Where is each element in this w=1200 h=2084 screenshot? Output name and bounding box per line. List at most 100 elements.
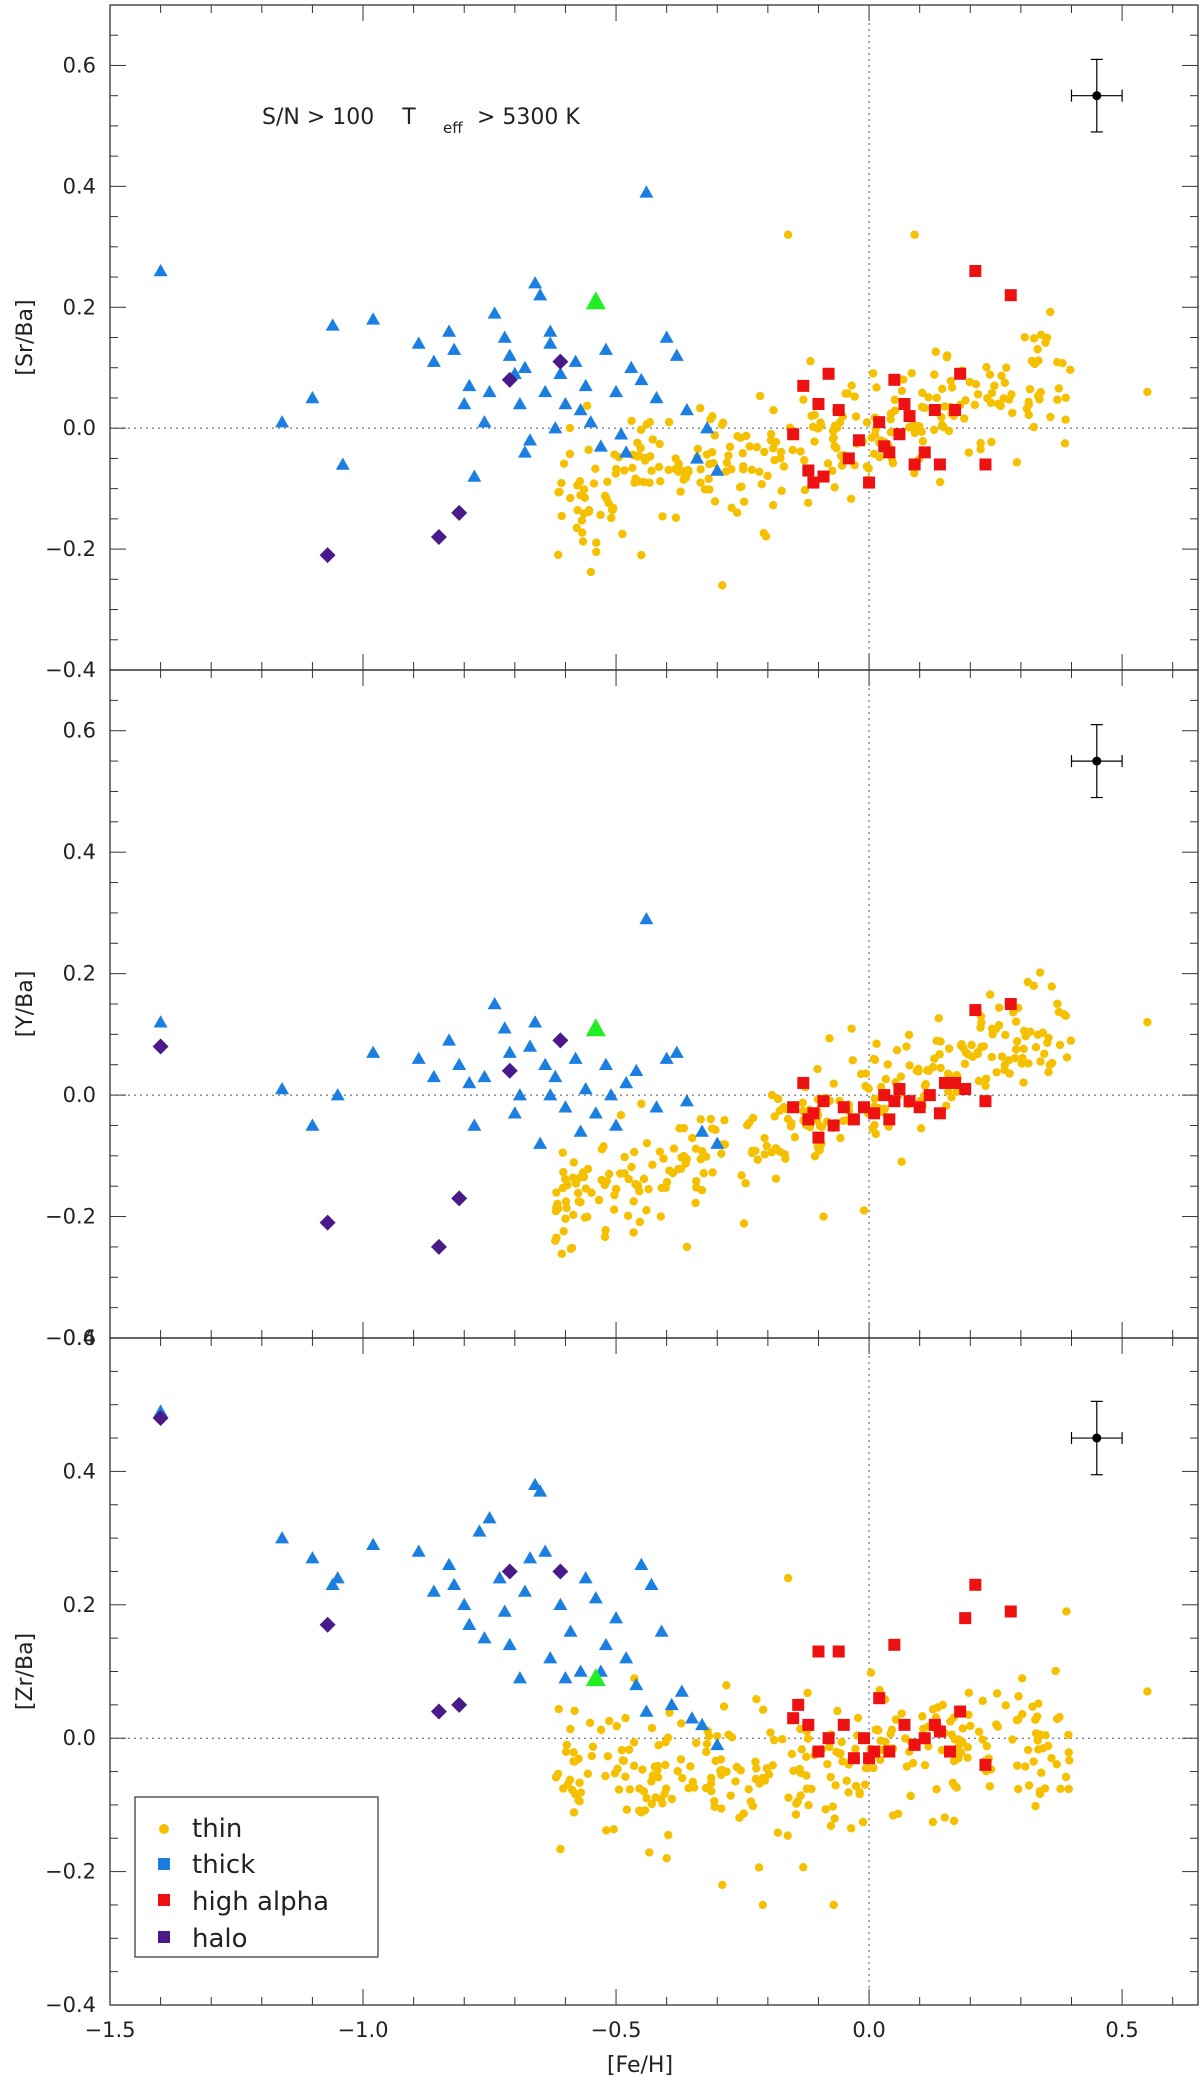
data-point: [784, 1793, 793, 1802]
data-point: [319, 1616, 336, 1633]
data-point: [502, 1637, 517, 1651]
data-point: [997, 1052, 1007, 1061]
data-point: [616, 1169, 625, 1178]
data-point: [836, 1133, 845, 1143]
data-point: [976, 438, 985, 448]
data-point: [928, 1705, 938, 1714]
data-point: [305, 1118, 320, 1131]
data-point: [1043, 1038, 1052, 1047]
data-point: [720, 1116, 729, 1125]
data-point: [319, 547, 336, 564]
data-point: [693, 444, 703, 454]
data-point: [629, 1063, 644, 1077]
data-point: [935, 477, 945, 487]
data-point: [462, 378, 477, 392]
data-point: [1062, 1607, 1071, 1616]
data-point: [700, 421, 715, 434]
data-point: [930, 370, 939, 379]
data-point: [642, 1138, 652, 1148]
data-point: [575, 1173, 585, 1182]
data-point: [1061, 1772, 1071, 1782]
data-point: [1055, 1712, 1064, 1722]
data-point: [558, 1100, 573, 1113]
data-point: [961, 396, 970, 405]
data-point: [786, 1122, 796, 1131]
data-point: [603, 1752, 613, 1761]
legend-marker-high-alpha: [158, 1894, 170, 1906]
data-point: [757, 479, 766, 489]
data-point: [744, 1785, 753, 1794]
data-point: [605, 1169, 614, 1179]
data-point: [553, 1597, 568, 1611]
data-point: [1002, 363, 1011, 372]
data-point: [1033, 345, 1042, 354]
error-bar-center: [1092, 91, 1102, 101]
data-point: [642, 1206, 651, 1215]
data-point: [776, 454, 785, 463]
data-point: [559, 459, 569, 468]
data-point: [873, 416, 886, 429]
data-point: [944, 1044, 954, 1053]
data-point: [902, 1762, 912, 1771]
data-point: [802, 1771, 811, 1780]
data-point: [603, 477, 612, 486]
data-point: [543, 1088, 558, 1101]
data-point: [325, 318, 340, 331]
data-point: [1033, 1736, 1042, 1745]
data-point: [851, 1781, 861, 1791]
data-point: [578, 528, 587, 537]
data-point: [777, 486, 786, 496]
data-point: [990, 381, 999, 390]
data-point: [305, 1551, 320, 1564]
data-point: [908, 458, 921, 471]
data-point: [829, 1079, 838, 1088]
series-high-alpha: [787, 1578, 1017, 1771]
data-point: [1041, 1731, 1050, 1740]
data-point: [1012, 1037, 1022, 1046]
data-point: [647, 1799, 656, 1809]
data-point: [538, 1544, 553, 1557]
data-point: [585, 1018, 606, 1037]
data-point: [583, 415, 598, 428]
data-point: [580, 493, 589, 502]
data-point: [1035, 395, 1044, 404]
series-high-alpha: [787, 265, 1017, 489]
data-point: [1066, 365, 1075, 374]
data-point: [963, 1742, 972, 1752]
data-point: [629, 1677, 644, 1691]
data-point: [936, 1063, 945, 1073]
data-point: [802, 1718, 815, 1731]
data-point: [1001, 1701, 1010, 1710]
data-point: [807, 411, 816, 421]
data-point: [620, 1152, 629, 1162]
data-point: [584, 507, 594, 517]
y-tick-label: 0.6: [63, 53, 96, 77]
series-halo: [152, 1032, 569, 1255]
data-point: [152, 1410, 169, 1427]
data-point: [739, 1219, 749, 1228]
data-point: [973, 1048, 982, 1057]
data-point: [752, 1694, 761, 1704]
data-point: [787, 1712, 800, 1725]
data-point: [987, 1052, 997, 1062]
data-point: [451, 1696, 468, 1713]
data-point: [598, 342, 613, 355]
data-point: [828, 434, 838, 444]
data-point: [906, 1791, 915, 1801]
data-point: [1007, 390, 1016, 399]
data-point: [710, 1737, 725, 1751]
data-point: [903, 410, 916, 423]
data-point: [497, 330, 512, 343]
data-point: [709, 459, 718, 468]
data-point: [710, 497, 720, 506]
data-point: [1013, 1761, 1022, 1770]
data-point: [1052, 1760, 1061, 1769]
data-point: [983, 394, 992, 403]
data-point: [1143, 387, 1152, 397]
data-point: [562, 1203, 571, 1213]
data-point: [902, 1042, 911, 1051]
data-point: [1001, 1030, 1010, 1040]
data-point: [817, 470, 830, 483]
data-point: [787, 1101, 800, 1114]
data-point: [997, 371, 1006, 380]
